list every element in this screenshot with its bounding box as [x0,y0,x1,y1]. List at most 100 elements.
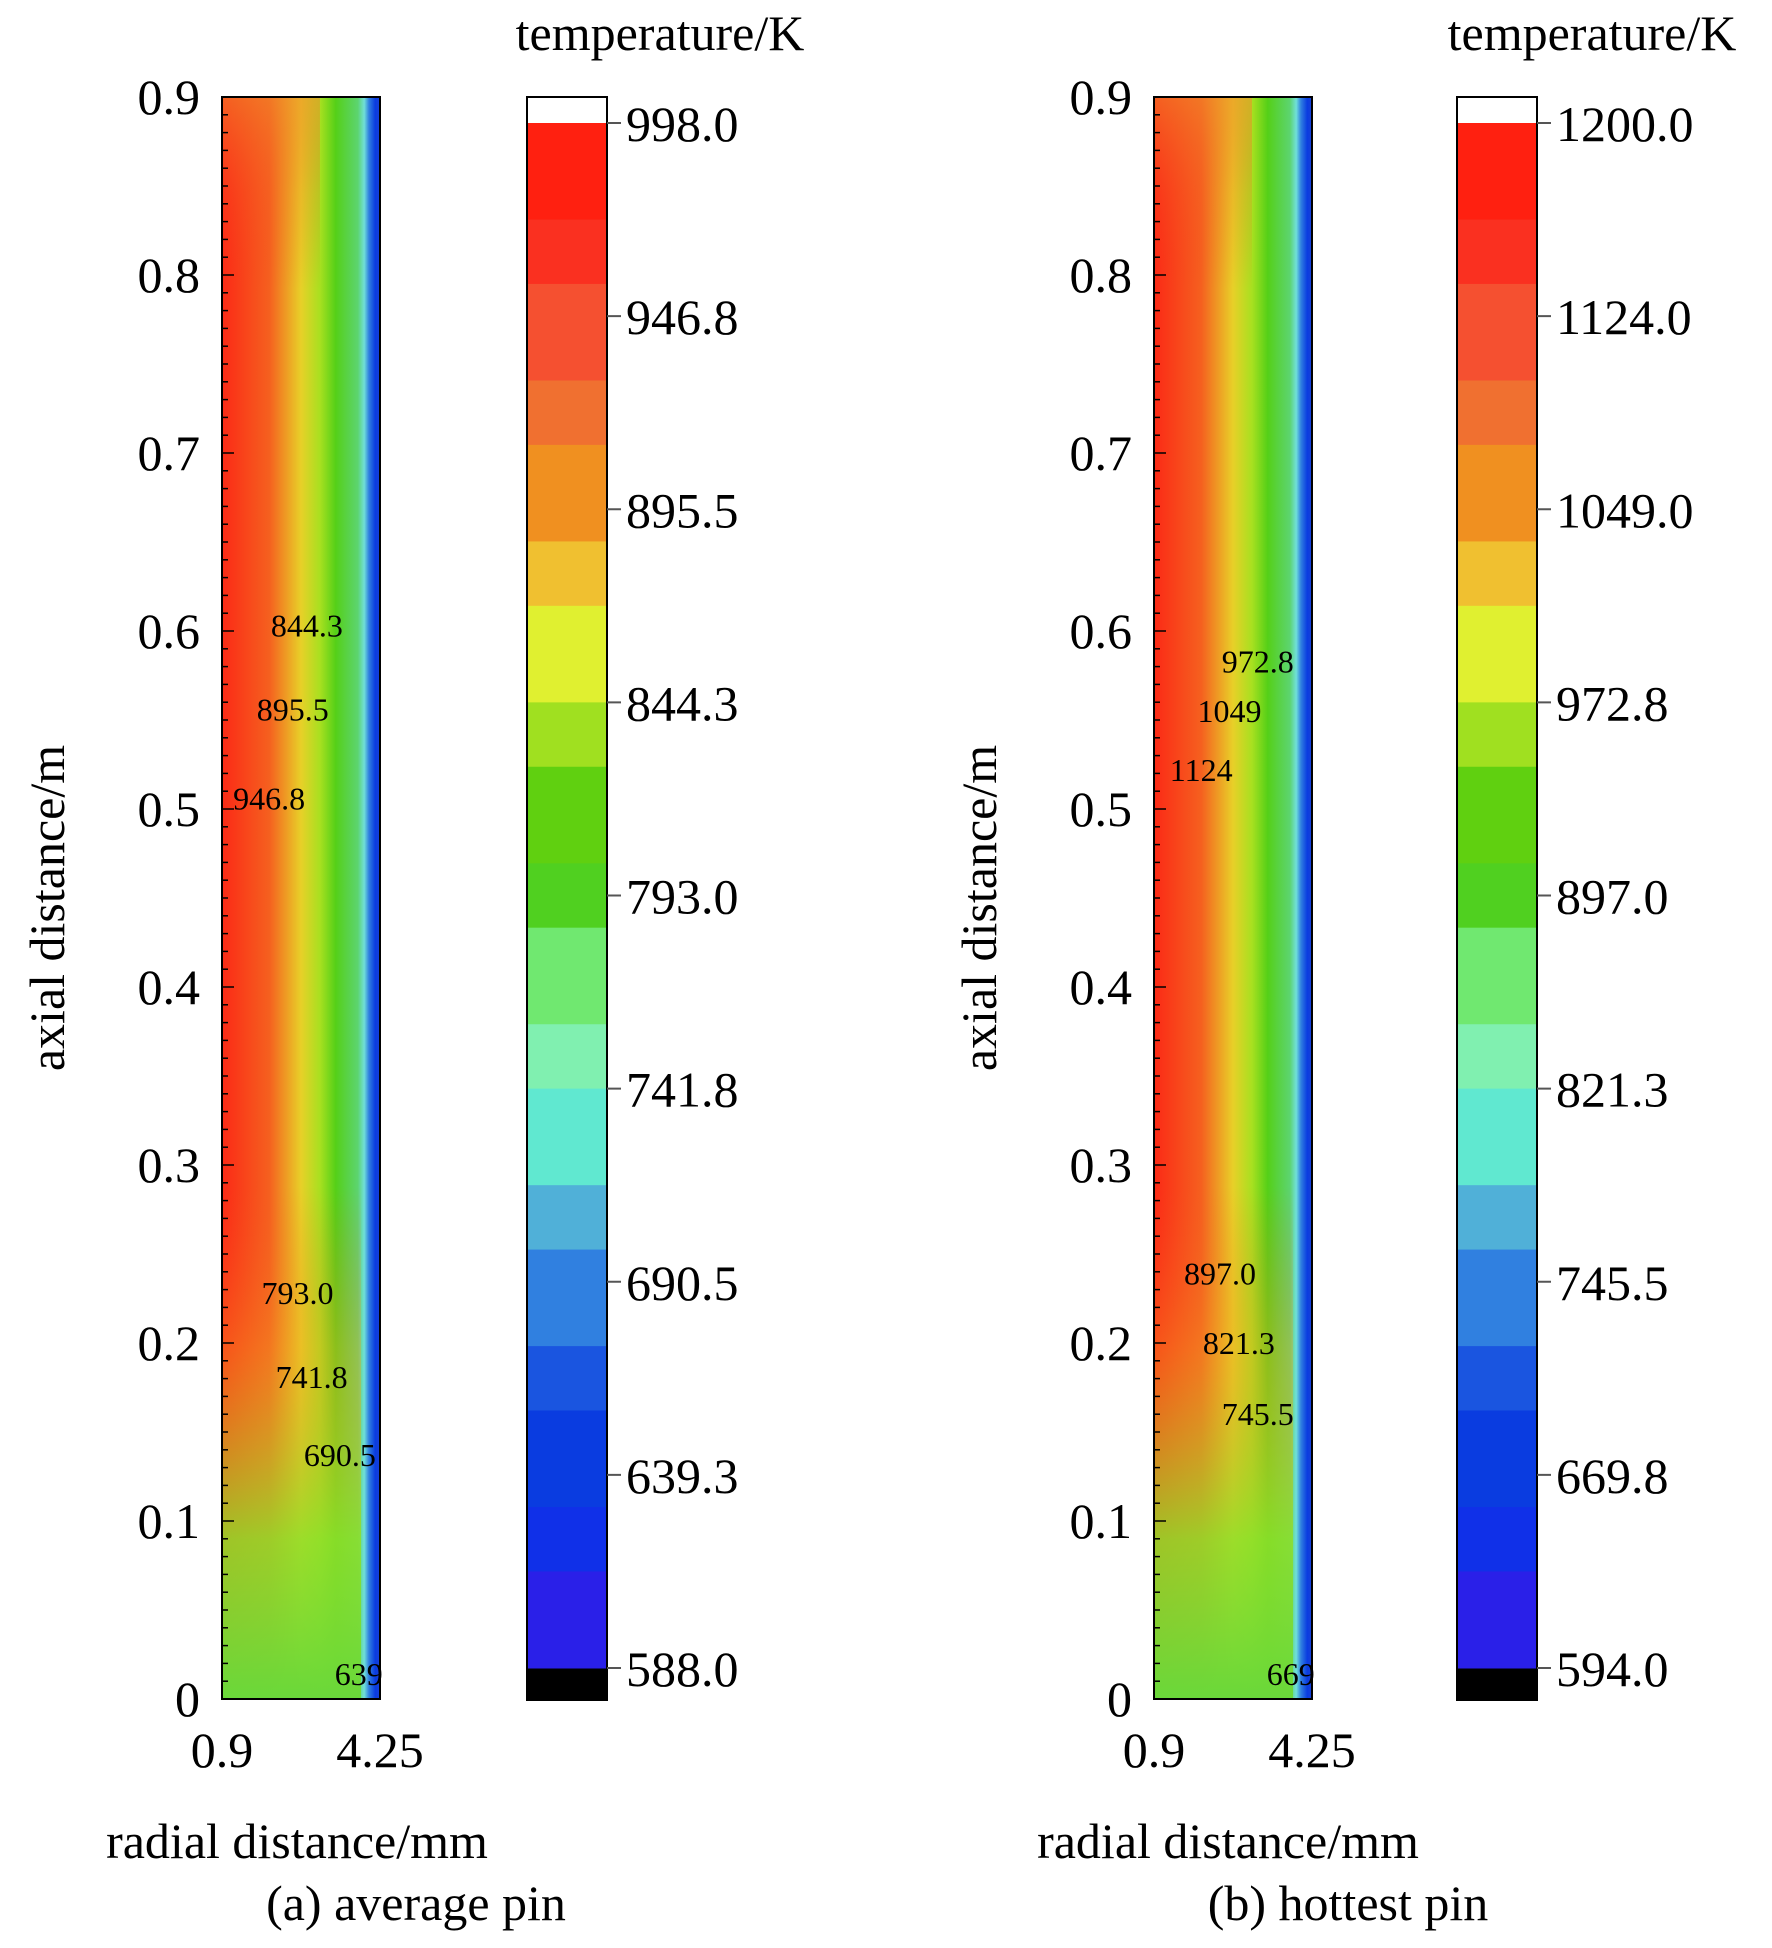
colorbar-band [527,509,607,542]
x-tick-label: 4.25 [336,1722,424,1778]
colorbar-band [527,1571,607,1605]
y-tick-label: 0 [1107,1671,1132,1727]
colorbar-band [1457,831,1537,864]
colorbar-band [1457,348,1537,381]
colorbar-band [527,1024,607,1057]
x-tick-label: 0.9 [191,1722,254,1778]
colorbar-band [1457,1120,1537,1154]
colorbar-band [1457,219,1537,253]
colorbar-band [527,1539,607,1572]
colorbar-band [527,316,607,349]
colorbar-band [1457,1603,1537,1637]
y-axis-title: axial distance/m [19,745,75,1071]
colorbar-band [1457,1410,1537,1444]
colorbar-band [527,444,607,478]
y-tick-label: 0.7 [138,425,201,481]
y-tick-label: 0.3 [138,1137,201,1193]
colorbar-frame [1456,96,1538,1701]
x-tick-label: 4.25 [1268,1722,1356,1778]
colorbar-underflow-band [527,1668,607,1700]
colorbar-band [527,1281,607,1315]
y-tick-label: 0.6 [1070,603,1133,659]
colorbar-band [527,702,607,736]
colorbar-band [1457,316,1537,349]
colorbar-band [1457,509,1537,542]
colorbar-band [1457,702,1537,736]
colorbar-band [527,605,607,639]
colorbar-band [1457,1281,1537,1315]
colorbar-band [527,1442,607,1476]
contour-label: 946.8 [233,780,305,816]
colorbar-tick-label: 972.8 [1556,675,1669,731]
colorbar-band [1457,251,1537,285]
contour-label: 895.5 [257,691,329,727]
colorbar-band [1457,1088,1537,1122]
panel-caption: (a) average pin [266,1875,566,1931]
colorbar-band [527,1346,607,1379]
y-tick-label: 0.1 [1070,1493,1133,1549]
colorbar-band [527,638,607,671]
y-tick-label: 0.4 [1070,959,1133,1015]
panel-hottest-pin: 0 0.1 0.2 0.3 0.4 0.5 0.6 0.7 0.8 0.9 0.9 4.25 972.8… [951,5,1736,1931]
colorbar-band [1457,670,1537,703]
colorbar-band [527,348,607,381]
colorbar-band [527,959,607,993]
colorbar-tick-label: 745.5 [1556,1255,1669,1311]
y-tick-label: 0.5 [1070,781,1133,837]
contour-label: 897.0 [1184,1256,1256,1292]
colorbar-band [1457,187,1537,221]
colorbar-band [1457,477,1537,510]
colorbar-tick-label: 821.3 [1556,1062,1669,1118]
contour-label: 690.5 [304,1437,376,1473]
colorbar-band [1457,798,1537,832]
colorbar-tick-label: 998.0 [626,96,739,152]
colorbar-overflow-band [1457,97,1537,123]
colorbar-band [527,1313,607,1347]
colorbar-band [1457,1507,1537,1540]
colorbar-band [1457,283,1537,317]
y-tick-label: 0.3 [1070,1137,1133,1193]
colorbar-band [527,670,607,703]
colorbar-tick-label: 946.8 [626,289,739,345]
colorbar: 1200.0 1124.0 1049.0 972.8 897.0 821.3 745.5 66… [1456,96,1694,1701]
colorbar-title: temperature/K [1448,5,1737,61]
colorbar-band [1457,1249,1537,1283]
colorbar-band [527,380,607,414]
contour-label: 1124 [1170,752,1233,788]
colorbar-band [1457,123,1537,156]
y-tick-label: 0 [175,1671,200,1727]
colorbar-band [527,1088,607,1122]
colorbar-band [527,895,607,929]
colorbar-band [1457,1056,1537,1090]
colorbar-tick-label: 844.3 [626,675,739,731]
colorbar-band [1457,638,1537,671]
colorbar-tick-label: 741.8 [626,1062,739,1118]
colorbar-band [527,863,607,896]
top-gradient-overlay [222,97,320,1699]
colorbar-band [527,412,607,446]
colorbar-underflow-band [1457,1668,1537,1700]
colorbar-band [527,1635,607,1669]
y-tick-label: 0.7 [1070,425,1133,481]
colorbar-tick-label: 895.5 [626,482,739,538]
colorbar-band [527,251,607,285]
colorbar-band [1457,959,1537,993]
contour-label: 821.3 [1203,1325,1275,1361]
colorbar-band [1457,863,1537,896]
contour-label: 844.3 [271,608,343,644]
colorbar-band [527,123,607,156]
colorbar-band [1457,541,1537,575]
colorbar-tick-label: 1200.0 [1556,96,1694,152]
colorbar-band [527,1120,607,1154]
colorbar-band [1457,412,1537,446]
colorbar-band [527,283,607,317]
y-axis-title: axial distance/m [951,745,1007,1071]
y-tick-label: 0.5 [138,781,201,837]
colorbar-frame [526,96,608,1701]
colorbar-tick-label: 1049.0 [1556,482,1694,538]
colorbar-tick-label: 897.0 [1556,869,1669,925]
colorbar-band [1457,1635,1537,1669]
colorbar-band [1457,380,1537,414]
colorbar-tick-label: 588.0 [626,1641,739,1697]
